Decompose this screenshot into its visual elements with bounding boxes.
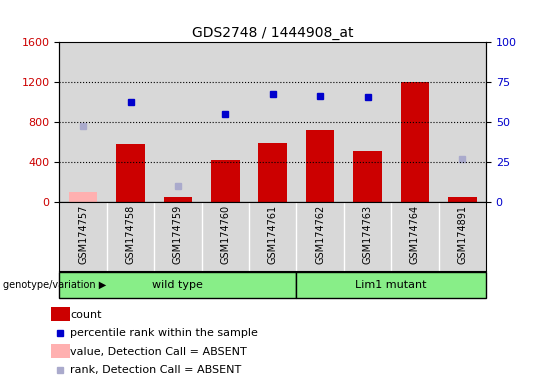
Bar	[59, 202, 107, 271]
Bar	[296, 272, 486, 298]
Bar	[296, 202, 344, 271]
Text: GSM174759: GSM174759	[173, 205, 183, 264]
Bar	[107, 202, 154, 271]
Bar	[116, 144, 145, 202]
Bar	[401, 82, 429, 202]
Bar	[164, 197, 192, 202]
Bar	[69, 192, 97, 202]
Bar	[249, 42, 296, 202]
Bar	[249, 202, 296, 271]
Text: GSM174891: GSM174891	[457, 205, 467, 264]
Text: rank, Detection Call = ABSENT: rank, Detection Call = ABSENT	[70, 366, 241, 376]
Bar	[391, 42, 438, 202]
Bar	[448, 197, 476, 202]
Bar	[438, 42, 486, 202]
Title: GDS2748 / 1444908_at: GDS2748 / 1444908_at	[192, 26, 354, 40]
Text: GSM174757: GSM174757	[78, 205, 88, 265]
Bar	[353, 151, 382, 202]
Text: GSM174761: GSM174761	[268, 205, 278, 264]
Text: GSM174763: GSM174763	[362, 205, 373, 264]
Bar	[59, 272, 296, 298]
Bar	[344, 202, 391, 271]
Text: GSM174760: GSM174760	[220, 205, 230, 264]
Bar	[201, 202, 249, 271]
Bar	[59, 42, 107, 202]
Bar	[211, 160, 240, 202]
Bar	[296, 42, 344, 202]
Text: GSM174764: GSM174764	[410, 205, 420, 264]
Bar	[51, 307, 70, 321]
Bar	[154, 42, 201, 202]
Bar	[154, 202, 201, 271]
Text: count: count	[70, 310, 102, 320]
Bar	[391, 202, 438, 271]
Bar	[201, 42, 249, 202]
Text: genotype/variation ▶: genotype/variation ▶	[3, 280, 106, 290]
Bar	[107, 42, 154, 202]
Bar	[306, 130, 334, 202]
Text: Lim1 mutant: Lim1 mutant	[355, 280, 427, 290]
Text: percentile rank within the sample: percentile rank within the sample	[70, 328, 258, 338]
Bar	[259, 143, 287, 202]
Text: value, Detection Call = ABSENT: value, Detection Call = ABSENT	[70, 347, 247, 357]
Bar	[438, 202, 486, 271]
Text: wild type: wild type	[152, 280, 204, 290]
Text: GSM174758: GSM174758	[125, 205, 136, 264]
Text: GSM174762: GSM174762	[315, 205, 325, 264]
Bar	[51, 344, 70, 358]
Bar	[344, 42, 391, 202]
